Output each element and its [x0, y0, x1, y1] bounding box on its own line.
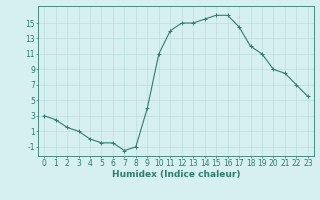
- X-axis label: Humidex (Indice chaleur): Humidex (Indice chaleur): [112, 170, 240, 179]
